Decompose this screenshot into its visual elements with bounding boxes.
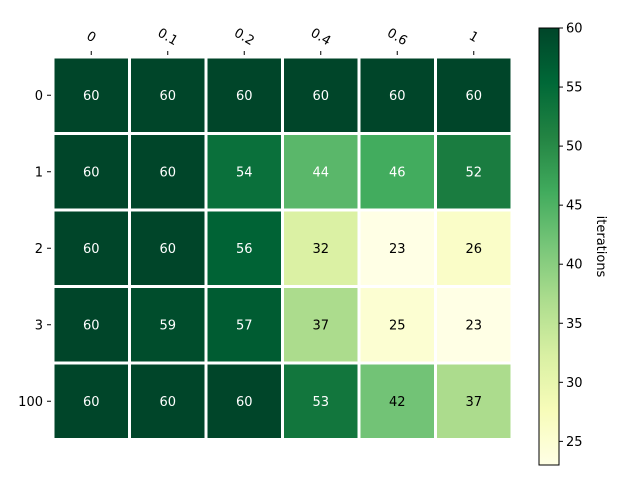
colorbar-tick-label: 60 bbox=[566, 22, 583, 37]
x-tick-label: 1 bbox=[466, 29, 481, 46]
cell-value-label: 46 bbox=[389, 165, 406, 180]
cell-value-label: 60 bbox=[83, 318, 100, 333]
y-tick-label: 2 bbox=[35, 242, 43, 257]
y-tick-label: 0 bbox=[35, 89, 43, 104]
cell-value-label: 60 bbox=[236, 89, 253, 104]
heatmap-cell bbox=[204, 361, 284, 441]
heatmap-cell bbox=[434, 132, 514, 212]
cell-value-label: 60 bbox=[236, 395, 253, 410]
cell-value-label: 37 bbox=[312, 318, 329, 333]
heatmap-cell bbox=[51, 285, 131, 365]
heatmap-cell bbox=[357, 361, 437, 441]
x-tick-label: 0.6 bbox=[384, 26, 409, 49]
colorbar-ticks: 25 30 35 40 45 50 55 60 bbox=[559, 22, 583, 450]
x-tick-labels: 0 0.1 0.2 0.4 0.6 1 bbox=[84, 26, 481, 55]
cell-value-label: 60 bbox=[159, 89, 176, 104]
colorbar-tick-label: 30 bbox=[566, 376, 583, 391]
cell-value-label: 42 bbox=[389, 395, 406, 410]
y-tick-label: 1 bbox=[35, 165, 43, 180]
cell-value-label: 60 bbox=[312, 89, 329, 104]
cell-value-label: 60 bbox=[159, 395, 176, 410]
cell-value-label: 59 bbox=[159, 318, 176, 333]
cell-value-label: 23 bbox=[389, 242, 406, 257]
x-tick-label: 0.2 bbox=[231, 26, 256, 49]
heatmap-cell bbox=[357, 208, 437, 288]
cell-value-label: 26 bbox=[465, 242, 482, 257]
cell-value-label: 56 bbox=[236, 242, 253, 257]
heatmap-cell bbox=[128, 361, 208, 441]
cell-value-label: 60 bbox=[83, 242, 100, 257]
cell-value-label: 57 bbox=[236, 318, 253, 333]
cell-value-label: 37 bbox=[465, 395, 482, 410]
colorbar-tick-label: 45 bbox=[566, 199, 583, 214]
y-tick-label: 3 bbox=[35, 318, 43, 333]
colorbar-tick-label: 55 bbox=[566, 81, 583, 96]
heatmap-cell bbox=[357, 55, 437, 135]
heatmap-cell bbox=[434, 361, 514, 441]
heatmap-cell bbox=[357, 132, 437, 212]
heatmap-cell bbox=[204, 208, 284, 288]
cell-value-label: 60 bbox=[465, 89, 482, 104]
x-tick-label: 0 bbox=[84, 29, 99, 46]
heatmap-cell bbox=[128, 55, 208, 135]
heatmap-cell bbox=[281, 208, 361, 288]
cell-value-label: 54 bbox=[236, 165, 253, 180]
heatmap-cell bbox=[128, 208, 208, 288]
cell-value-label: 32 bbox=[312, 242, 329, 257]
colorbar-gradient bbox=[538, 27, 560, 466]
cell-value-label: 60 bbox=[83, 89, 100, 104]
heatmap-cell bbox=[204, 285, 284, 365]
heatmap-cell bbox=[434, 55, 514, 135]
y-tick-label: 100 bbox=[18, 395, 43, 410]
colorbar-label: iterations bbox=[593, 216, 608, 278]
cell-value-label: 52 bbox=[465, 165, 482, 180]
colorbar-tick-label: 50 bbox=[566, 140, 583, 155]
heatmap-cell bbox=[51, 208, 131, 288]
heatmap-cell bbox=[357, 285, 437, 365]
cell-value-label: 53 bbox=[312, 395, 329, 410]
y-tick-labels: 0 1 2 3 100 bbox=[18, 89, 51, 410]
heatmap-cell bbox=[281, 55, 361, 135]
colorbar-tick-label: 40 bbox=[566, 258, 583, 273]
heatmap-cell bbox=[434, 285, 514, 365]
cell-value-label: 60 bbox=[159, 165, 176, 180]
heatmap-cell bbox=[281, 285, 361, 365]
colorbar-tick-label: 35 bbox=[566, 317, 583, 332]
heatmap-cell bbox=[204, 132, 284, 212]
cell-value-label: 60 bbox=[83, 395, 100, 410]
x-tick-label: 0.4 bbox=[308, 26, 333, 49]
colorbar-tick-label: 25 bbox=[566, 435, 583, 450]
x-tick-label: 0.1 bbox=[155, 26, 180, 49]
cell-value-label: 60 bbox=[83, 165, 100, 180]
cell-value-label: 60 bbox=[159, 242, 176, 257]
heatmap-cell bbox=[51, 55, 131, 135]
cell-value-label: 44 bbox=[312, 165, 329, 180]
cell-value-label: 25 bbox=[389, 318, 406, 333]
heatmap-cell bbox=[51, 132, 131, 212]
heatmap-cells: 60 60 60 60 60 60 60 60 54 44 46 52 60 60 56 32 23 26 60 59… bbox=[51, 55, 514, 441]
cell-value-label: 60 bbox=[389, 89, 406, 104]
cell-value-label: 23 bbox=[465, 318, 482, 333]
colorbar: 25 30 35 40 45 50 55 60 iterations bbox=[538, 22, 608, 466]
